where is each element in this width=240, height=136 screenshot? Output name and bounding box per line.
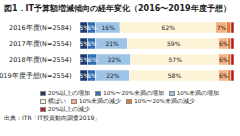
html-text:20%以上の減少: 20%以上の減少 bbox=[48, 106, 91, 112]
svg-text:5%: 5% bbox=[87, 72, 97, 79]
html-text:10%〜20%未満の減少: 10%〜20%未満の減少 bbox=[134, 98, 195, 104]
svg-text:5%: 5% bbox=[79, 71, 90, 79]
html-text:10%〜20%未満の増加: 10%〜20%未満の増加 bbox=[103, 90, 164, 96]
svg-text:2018年度(N=2554): 2018年度(N=2554) bbox=[9, 56, 71, 64]
svg-text:2016年度(N=2584): 2016年度(N=2584) bbox=[9, 24, 71, 32]
html-text:10%未満の増加: 10%未満の増加 bbox=[176, 90, 219, 96]
svg-text:6%: 6% bbox=[219, 40, 229, 47]
svg-text:5%: 5% bbox=[87, 24, 97, 31]
svg-text:7%: 7% bbox=[217, 24, 227, 31]
svg-text:6%: 6% bbox=[219, 72, 229, 79]
html-text:横ばい: 横ばい bbox=[48, 98, 66, 104]
svg-text:16%: 16% bbox=[102, 24, 116, 31]
svg-text:6%: 6% bbox=[88, 56, 98, 63]
html-text:20%以上の増加: 20%以上の増加 bbox=[48, 90, 91, 96]
svg-text:2019年度予想(N=2554): 2019年度予想(N=2554) bbox=[0, 72, 72, 80]
html-text:図1．IT予算額増減傾向の経年変化（2016〜2019年度予: 図1．IT予算額増減傾向の経年変化（2016〜2019年度予想） bbox=[4, 4, 231, 13]
svg-text:22%: 22% bbox=[108, 56, 122, 63]
svg-text:62%: 62% bbox=[162, 24, 176, 31]
svg-text:5%: 5% bbox=[79, 23, 90, 31]
svg-text:58%: 58% bbox=[168, 72, 182, 79]
svg-text:5%: 5% bbox=[79, 55, 90, 63]
svg-text:5%: 5% bbox=[87, 40, 97, 47]
svg-text:5%: 5% bbox=[79, 39, 90, 47]
svg-text:57%: 57% bbox=[169, 56, 183, 63]
html-text:出典：ITR「IT投資動向調査2019」: 出典：ITR「IT投資動向調査2019」 bbox=[4, 114, 101, 121]
svg-text:59%: 59% bbox=[167, 40, 181, 47]
svg-text:21%: 21% bbox=[105, 40, 119, 47]
svg-text:22%: 22% bbox=[106, 72, 120, 79]
svg-text:2017年度(N=2554): 2017年度(N=2554) bbox=[9, 40, 71, 48]
svg-text:6%: 6% bbox=[219, 56, 229, 63]
html-text:10%未満の減少: 10%未満の減少 bbox=[79, 98, 122, 104]
